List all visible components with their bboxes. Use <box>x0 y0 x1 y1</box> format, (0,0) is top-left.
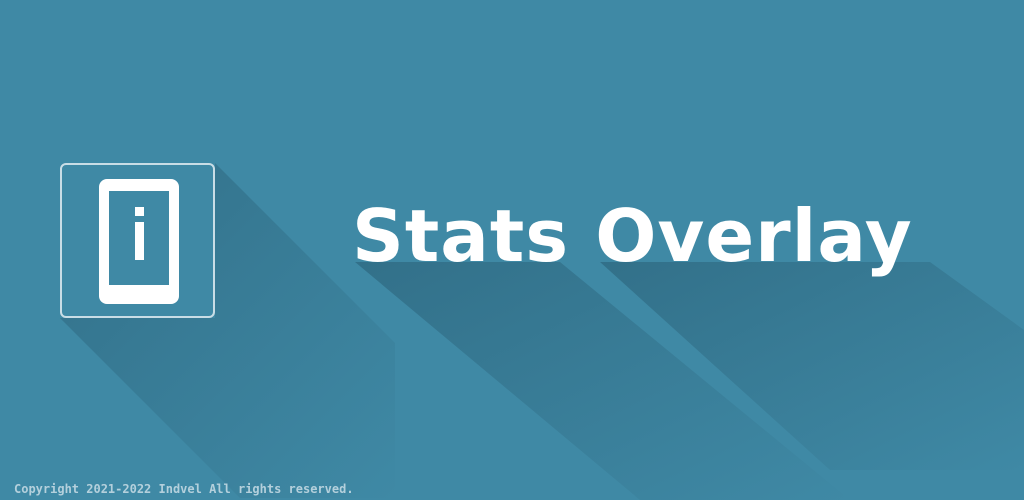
phone-info-icon <box>99 179 179 304</box>
title-shadow-2 <box>600 262 1024 470</box>
copyright-text: Copyright 2021-2022 Indvel All rights re… <box>14 482 354 496</box>
app-title: Stats Overlay <box>352 194 913 278</box>
app-logo <box>60 163 215 318</box>
phone-screen <box>109 191 169 285</box>
info-dot <box>135 207 144 216</box>
info-bar <box>135 222 144 260</box>
logo-shadow <box>60 163 395 498</box>
title-shadow <box>355 262 850 500</box>
